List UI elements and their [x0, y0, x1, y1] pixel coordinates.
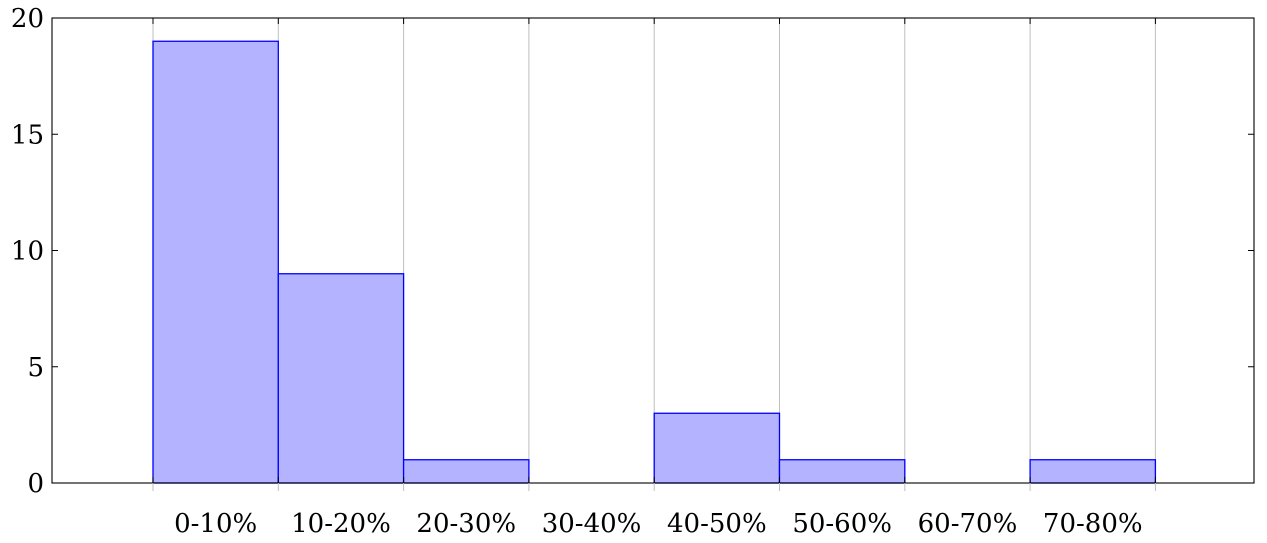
y-tick-label: 10 — [11, 237, 44, 267]
x-tick-label: 0-10% — [174, 509, 257, 539]
y-tick-label: 20 — [11, 4, 44, 34]
x-tick-label: 70-80% — [1043, 509, 1143, 539]
x-tick-label: 20-30% — [416, 509, 516, 539]
bar-0-10% — [152, 40, 279, 484]
x-tick-label: 10-20% — [291, 509, 391, 539]
x-tick-label: 30-40% — [542, 509, 642, 539]
bars-layer — [152, 40, 1157, 484]
bar-10-20% — [277, 273, 405, 484]
bar-70-80% — [1029, 459, 1157, 484]
y-tick-label: 15 — [11, 120, 44, 150]
bar-50-60% — [778, 459, 906, 484]
y-tick-label: 5 — [27, 353, 44, 383]
x-tick-label: 60-70% — [918, 509, 1018, 539]
labels-layer: 0 5 10 15 20 0-10% 10-20% 20-30% 30-40% 40-50% 50-… — [11, 4, 1143, 539]
bar-40-50% — [653, 412, 781, 484]
x-tick-label: 50-60% — [792, 509, 892, 539]
y-tick-label: 0 — [27, 469, 44, 499]
x-tick-label: 40-50% — [667, 509, 767, 539]
bar-20-30% — [402, 459, 530, 484]
axis-layer — [51, 17, 1255, 491]
